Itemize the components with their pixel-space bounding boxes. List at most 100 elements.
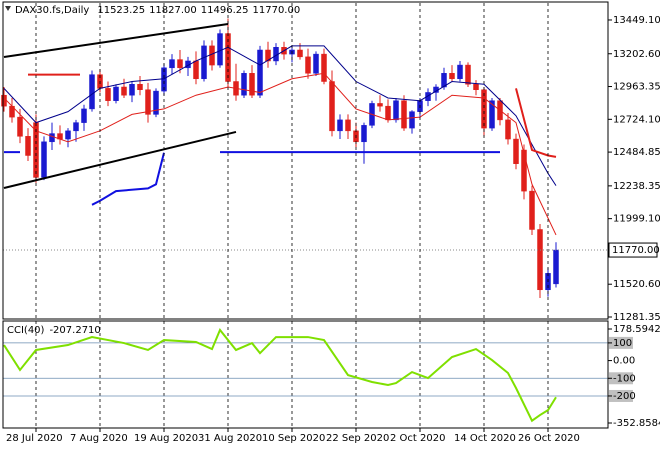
candle-body (337, 119, 343, 132)
x-tick-label: 10 Sep 2020 (262, 433, 325, 444)
candle-body (297, 49, 303, 58)
candle-body (129, 84, 135, 96)
candle-body (249, 73, 255, 96)
y-tick-label: 12724.10 (613, 114, 660, 125)
x-tick-label: 31 Aug 2020 (198, 433, 262, 444)
candle-body (529, 190, 535, 230)
candle-body (73, 122, 79, 132)
candle-body (241, 73, 247, 96)
candle-body (201, 45, 207, 80)
candle-body (145, 89, 151, 115)
candle-body (105, 88, 111, 101)
cci-title: CCI(40) (7, 325, 45, 336)
candle-body (81, 108, 87, 123)
candle-body (313, 53, 319, 74)
candle-body (465, 64, 471, 85)
candle-body (121, 86, 127, 96)
x-tick-label: 2 Oct 2020 (390, 433, 445, 444)
indicator-line (3, 130, 237, 189)
candle-body (385, 105, 391, 121)
header-high: 11827.00 (149, 5, 197, 16)
candle-body (89, 74, 95, 110)
indicator-line (91, 152, 165, 206)
candle-body (401, 100, 407, 129)
candle-body (137, 84, 143, 90)
candle-body (409, 111, 415, 129)
x-tick-label: 22 Sep 2020 (326, 433, 389, 444)
y-tick-label: 11999.10 (613, 214, 660, 225)
candle-body (65, 130, 71, 140)
indicator-line (3, 22, 229, 58)
x-tick-label: 28 Jul 2020 (6, 433, 63, 444)
candle-body (393, 100, 399, 121)
y-tick-label: 12963.35 (613, 82, 660, 93)
cci-panel-frame (2, 320, 609, 429)
cci-header: CCI(40) -207.2710 (7, 325, 101, 336)
candle-body (17, 116, 23, 137)
y-tick-label: 0.00 (613, 356, 635, 367)
candle-body (49, 133, 55, 143)
cci-line (3, 328, 557, 423)
candle-body (473, 84, 479, 90)
symbol: DAX30.fs,Daily (15, 5, 89, 16)
candle-body (217, 33, 223, 66)
y-tick-label: 178.5942 (613, 324, 660, 335)
candle-body (193, 60, 199, 80)
x-tick-label: 26 Oct 2020 (518, 433, 580, 444)
candle-body (521, 149, 527, 192)
x-tick-label: 7 Aug 2020 (70, 433, 128, 444)
chart-header: DAX30.fs,Daily 11523.25 11827.00 11496.25 11… (15, 5, 300, 16)
plot (1, 3, 608, 428)
candle-body (305, 56, 311, 74)
symbol-icon (5, 6, 11, 11)
candle-body (209, 45, 215, 66)
level-label-box (609, 372, 633, 385)
candle-body (441, 73, 447, 88)
candle-body (505, 119, 511, 140)
candle-body (177, 59, 183, 69)
header-open: 11523.25 (97, 5, 145, 16)
candle-body (25, 136, 31, 156)
level-label-box (609, 336, 633, 349)
candle-body (537, 229, 543, 291)
y-tick-label: -200 (613, 391, 636, 402)
current-price-box (608, 242, 658, 258)
candle-body (153, 90, 159, 115)
y-tick-label: 100 (613, 338, 632, 349)
y-tick-label: 11520.60 (613, 279, 660, 290)
header-close: 11770.00 (253, 5, 301, 16)
candle-body (449, 73, 455, 80)
candle-body (361, 125, 367, 143)
candle-body (113, 86, 119, 101)
candle-body (41, 141, 47, 178)
indicator-line (515, 88, 557, 158)
y-tick-label: -100 (613, 373, 636, 384)
y-tick-label: 12484.85 (613, 147, 660, 158)
y-tick-label: 13449.10 (613, 15, 660, 26)
current-price-label: 11770.00 (612, 245, 660, 256)
price-panel-frame (2, 1, 609, 320)
candle-body (321, 53, 327, 82)
x-tick-label: 14 Oct 2020 (454, 433, 516, 444)
candle-body (329, 81, 335, 132)
candle-body (257, 49, 263, 96)
y-tick-label: 11281.35 (613, 312, 660, 323)
candle-body (169, 59, 175, 69)
cci-current: -207.2710 (49, 325, 100, 336)
candle-body (377, 103, 383, 107)
x-tick-label: 19 Aug 2020 (134, 433, 198, 444)
candle-body (513, 138, 519, 164)
y-tick-label: 13202.60 (613, 49, 660, 60)
candle-body (425, 92, 431, 101)
y-tick-label: 12238.35 (613, 181, 660, 192)
candle-body (457, 64, 463, 80)
candle-body (489, 100, 495, 129)
candle-body (1, 94, 7, 107)
candle-body (265, 49, 271, 62)
candle-body (553, 249, 559, 285)
y-tick-label: -352.8584 (613, 418, 660, 429)
header-low: 11496.25 (201, 5, 249, 16)
candle-body (345, 119, 351, 132)
